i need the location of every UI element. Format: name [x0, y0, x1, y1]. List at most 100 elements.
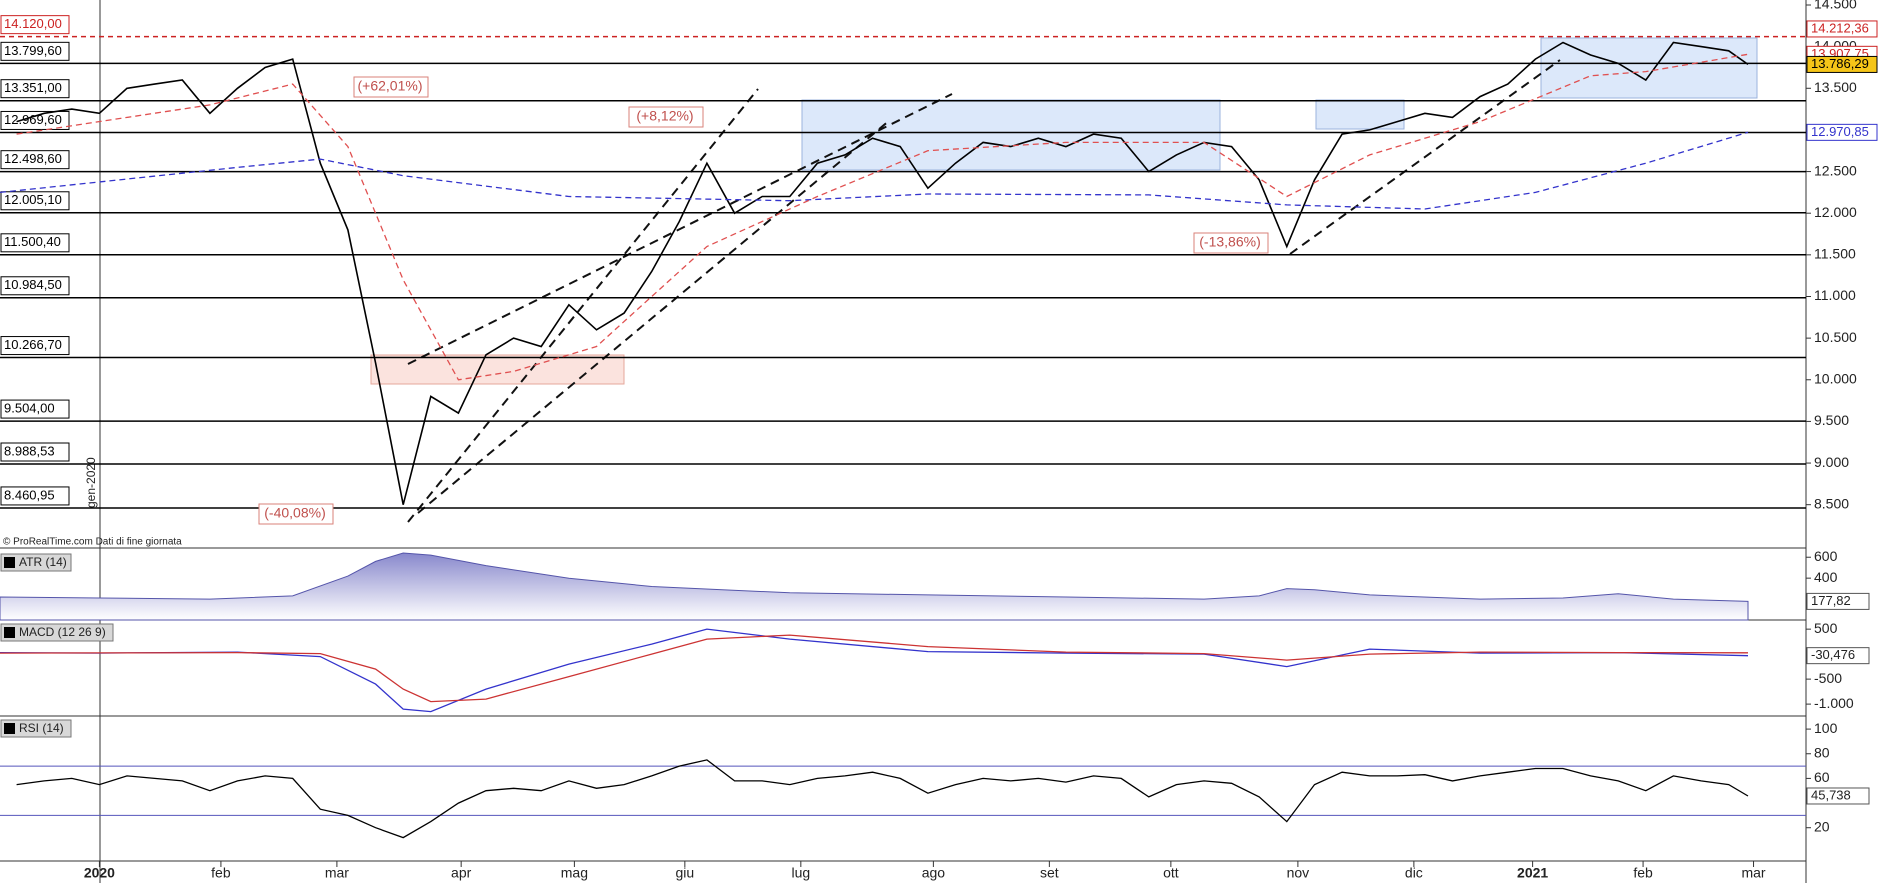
x-tick-label: mar [1741, 865, 1765, 881]
x-tick-label: 2021 [1517, 865, 1548, 881]
trend-line [407, 93, 953, 365]
y-tick-label: 100 [1814, 720, 1838, 736]
value-badge [1806, 647, 1870, 665]
range-box [801, 99, 1221, 171]
price-badge-label: 13.786,29 [1811, 56, 1869, 71]
level-label-box [0, 191, 70, 211]
y-tick-label: 400 [1814, 569, 1838, 585]
level-label-box [0, 41, 70, 61]
trend-line [417, 119, 891, 514]
panel-title-swatch [4, 723, 15, 734]
credit: © ProRealTime.com Dati di fine giornata [3, 537, 182, 548]
level-label-box [0, 150, 70, 170]
price-badge [1806, 123, 1878, 141]
y-tick-label: 10.500 [1814, 329, 1857, 345]
level-label: 10.266,70 [4, 337, 62, 352]
level-label-box [0, 442, 70, 462]
y-tick-label: 80 [1814, 744, 1830, 760]
panel-title: ATR (14) [19, 555, 67, 569]
y-tick-label: 12.000 [1814, 204, 1857, 220]
y-tick-label: 14.500 [1814, 0, 1857, 12]
price-badge [1806, 20, 1878, 38]
y-tick-label: 10.000 [1814, 370, 1857, 386]
annotation: (-40,08%) [264, 505, 325, 521]
level-label: 12.969,60 [4, 112, 62, 127]
x-tick-label: lug [791, 865, 810, 881]
y-tick-label: 9.500 [1814, 412, 1849, 428]
panel-title-swatch [4, 627, 15, 638]
panel-title-box [0, 623, 114, 642]
y-tick-label: 12.500 [1814, 162, 1857, 178]
price-badge-label: 14.212,36 [1811, 20, 1869, 35]
panel-title: MACD (12 26 9) [19, 625, 106, 639]
level-label: 10.984,50 [4, 277, 62, 292]
y-tick-label: 13.500 [1814, 79, 1857, 95]
y-tick-label: -1.000 [1814, 695, 1854, 711]
level-label: 12.498,60 [4, 151, 62, 166]
annotation-box [1193, 232, 1269, 254]
y-tick-label: -500 [1814, 670, 1842, 686]
series-line [0, 634, 1749, 703]
level-label: 9.504,00 [4, 401, 55, 416]
series-line [16, 759, 1749, 839]
x-tick-label: mar [325, 865, 349, 881]
level-label: 13.799,60 [4, 43, 62, 58]
panel-title-box [0, 719, 72, 738]
level-label-box [0, 233, 70, 253]
panel-title-box [0, 553, 72, 572]
level-label-box [0, 336, 70, 356]
x-tick-label: giu [676, 865, 695, 881]
series-line [16, 41, 1749, 505]
level-label-box [0, 486, 70, 506]
x-tick-label: ago [922, 865, 946, 881]
series-line [0, 131, 1749, 210]
level-label: 8.988,53 [4, 443, 55, 458]
value-badge-label: 177,82 [1811, 593, 1851, 608]
y-tick-label: 20 [1814, 818, 1830, 834]
x-tick-label: set [1040, 865, 1059, 881]
y-tick-label: 8.500 [1814, 495, 1849, 511]
level-label: 12.005,10 [4, 192, 62, 207]
level-label: 11.500,40 [4, 234, 61, 249]
y-tick-label: 60 [1814, 769, 1830, 785]
level-label-box [0, 79, 70, 99]
trend-line [1289, 59, 1561, 255]
panel-title: RSI (14) [19, 721, 64, 735]
x-tick-label: dic [1405, 865, 1423, 881]
value-badge-label: -30,476 [1811, 647, 1855, 662]
area [0, 552, 1749, 621]
y-tick-label: 11.000 [1814, 287, 1856, 303]
series-line [0, 628, 1749, 713]
x-tick-label: mag [561, 865, 588, 881]
level-label: 14.120,00 [4, 16, 62, 31]
annotation: (+8,12%) [636, 108, 693, 124]
value-badge [1806, 787, 1870, 805]
range-box [1315, 99, 1405, 130]
annotation: (-13,86%) [1199, 234, 1260, 250]
x-tick-label: apr [451, 865, 472, 881]
level-label-box [0, 110, 70, 130]
trend-line [407, 88, 759, 523]
x-tick-label: 2020 [84, 865, 115, 881]
series-line [16, 53, 1749, 381]
x-tick-label: feb [1633, 865, 1653, 881]
y-tick-label: 9.000 [1814, 454, 1849, 470]
price-badge-label: 12.970,85 [1811, 124, 1869, 139]
x-tick-label: nov [1287, 865, 1310, 881]
x-tick-label: ott [1163, 865, 1179, 881]
annotation: (+62,01%) [358, 78, 423, 94]
level-label-box [0, 276, 70, 296]
date-label: gen-2020 [84, 457, 98, 508]
x-tick-label: feb [211, 865, 231, 881]
annotation-box [353, 76, 429, 98]
level-label: 8.460,95 [4, 487, 55, 502]
value-badge-label: 45,738 [1811, 787, 1851, 802]
level-label-box [0, 399, 70, 419]
annotation-box [628, 106, 704, 128]
y-tick-label: 600 [1814, 548, 1838, 564]
panel-title-swatch [4, 557, 15, 568]
level-label: 13.351,00 [4, 80, 62, 95]
y-tick-label: 500 [1814, 620, 1838, 636]
y-tick-label: 11.500 [1814, 246, 1856, 262]
